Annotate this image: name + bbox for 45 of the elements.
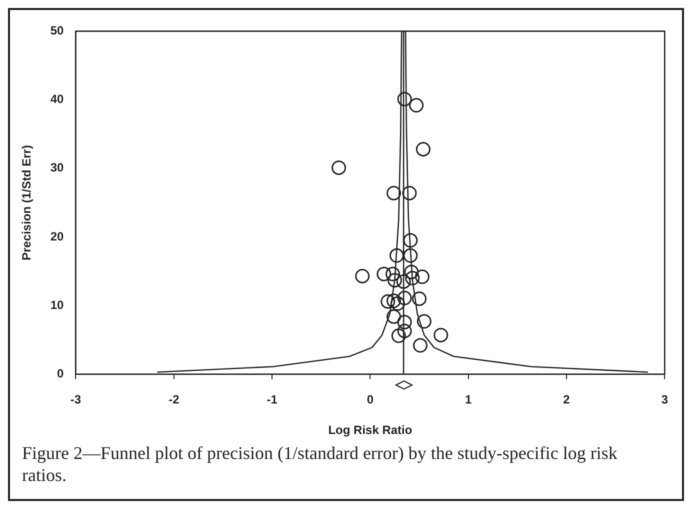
caption: Figure 2—Funnel plot of precision (1/standard error) by the study-specific log risk ratios. bbox=[22, 442, 618, 486]
point bbox=[434, 328, 448, 342]
y-axis-title: Precision (1/Std Err) bbox=[20, 145, 34, 260]
x-tick-label: -2 bbox=[168, 392, 180, 407]
point bbox=[376, 266, 392, 282]
point bbox=[405, 270, 420, 286]
point bbox=[404, 264, 419, 280]
x-tick-label: 0 bbox=[366, 392, 374, 407]
point bbox=[380, 294, 396, 309]
y-tick-label: 40 bbox=[50, 92, 64, 106]
x-tick-label: -3 bbox=[70, 392, 82, 407]
point bbox=[386, 309, 402, 324]
y-tick-label: 30 bbox=[50, 160, 64, 175]
point bbox=[397, 324, 412, 338]
point bbox=[403, 248, 418, 263]
point bbox=[397, 290, 412, 306]
point bbox=[403, 233, 418, 248]
point bbox=[412, 291, 427, 306]
y-tick-label: 20 bbox=[50, 229, 64, 244]
point bbox=[391, 328, 406, 344]
point bbox=[416, 314, 432, 329]
point bbox=[386, 294, 402, 308]
point bbox=[413, 338, 428, 353]
point bbox=[355, 268, 370, 284]
y-tick-label: 0 bbox=[57, 366, 64, 381]
point bbox=[389, 248, 404, 263]
point bbox=[402, 186, 417, 200]
point bbox=[386, 266, 400, 282]
x-tick-label: 1 bbox=[465, 392, 472, 407]
point bbox=[332, 160, 346, 175]
point bbox=[409, 98, 424, 113]
point bbox=[387, 272, 402, 288]
y-tick-label: 50 bbox=[50, 24, 64, 38]
point bbox=[397, 314, 412, 330]
point bbox=[396, 274, 411, 289]
point bbox=[416, 142, 430, 156]
x-tick-label: -1 bbox=[266, 392, 278, 407]
point bbox=[390, 296, 405, 311]
point bbox=[386, 186, 402, 200]
x-tick-label: 3 bbox=[661, 392, 668, 407]
point bbox=[414, 270, 430, 284]
x-axis-title: Log Risk Ratio bbox=[328, 423, 412, 438]
y-tick-label: 10 bbox=[50, 298, 64, 312]
point bbox=[397, 92, 412, 106]
x-tick-label: 2 bbox=[563, 392, 570, 407]
